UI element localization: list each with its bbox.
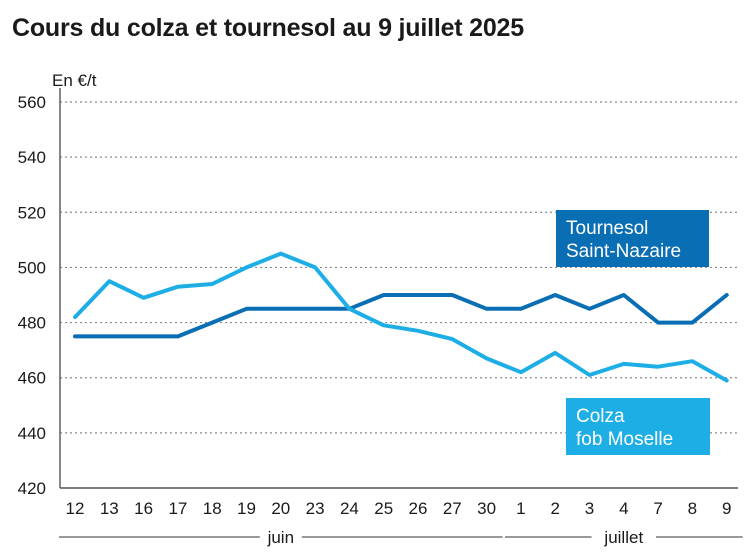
- x-tick-label: 27: [443, 499, 462, 518]
- x-tick-label: 16: [134, 499, 153, 518]
- x-tick-label: 30: [477, 499, 496, 518]
- y-tick-label: 540: [18, 148, 46, 167]
- x-axis: 12 13 16 17 18 19 20 23 24 25 26 27 30 1 2 3 4 7 8 9: [60, 487, 738, 518]
- legend-box-1: [556, 210, 709, 267]
- month-label: juillet: [603, 528, 643, 547]
- legend-label: Colza: [576, 406, 625, 427]
- x-tick-label: 23: [306, 499, 325, 518]
- chart-title: Cours du colza et tournesol au 9 juillet…: [12, 14, 524, 42]
- x-tick-label: 25: [374, 499, 393, 518]
- legend-label: Saint-Nazaire: [566, 241, 681, 262]
- month-label: juin: [267, 528, 294, 547]
- gridlines: [60, 101, 738, 434]
- series-lines: [73, 251, 729, 383]
- x-tick-label: 17: [168, 499, 187, 518]
- month-groups: juin juillet: [59, 528, 743, 547]
- y-tick-label: 480: [18, 314, 46, 333]
- y-tick-label: 500: [18, 258, 46, 277]
- x-tick-label: 19: [237, 499, 256, 518]
- y-tick-label: 460: [18, 369, 46, 388]
- x-tick-label: 7: [653, 499, 662, 518]
- x-tick-label: 18: [203, 499, 222, 518]
- x-tick-label: 24: [340, 499, 359, 518]
- x-tick-label: 13: [100, 499, 119, 518]
- x-tick-label: 8: [688, 499, 697, 518]
- y-tick-label: 520: [18, 203, 46, 222]
- x-tick-label: 26: [409, 499, 428, 518]
- y-axis-unit-label: En €/t: [52, 71, 97, 90]
- x-tick-label: 2: [550, 499, 559, 518]
- y-axis: 420 440 460 480 500 520 540 560: [18, 88, 61, 498]
- y-tick-label: 420: [18, 479, 46, 498]
- legend-label: Tournesol: [566, 218, 648, 239]
- x-tick-label: 3: [585, 499, 594, 518]
- legend-label: fob Moselle: [576, 429, 673, 450]
- x-tick-label: 12: [66, 499, 85, 518]
- y-tick-label: 440: [18, 424, 46, 443]
- y-tick-label: 560: [18, 93, 46, 112]
- legend-box-2: [566, 398, 710, 455]
- x-tick-label: 9: [722, 499, 731, 518]
- series-line-1: [73, 293, 729, 339]
- series-line-2: [73, 251, 729, 383]
- x-tick-label: 1: [516, 499, 525, 518]
- x-tick-label: 4: [619, 499, 628, 518]
- x-tick-label: 20: [271, 499, 290, 518]
